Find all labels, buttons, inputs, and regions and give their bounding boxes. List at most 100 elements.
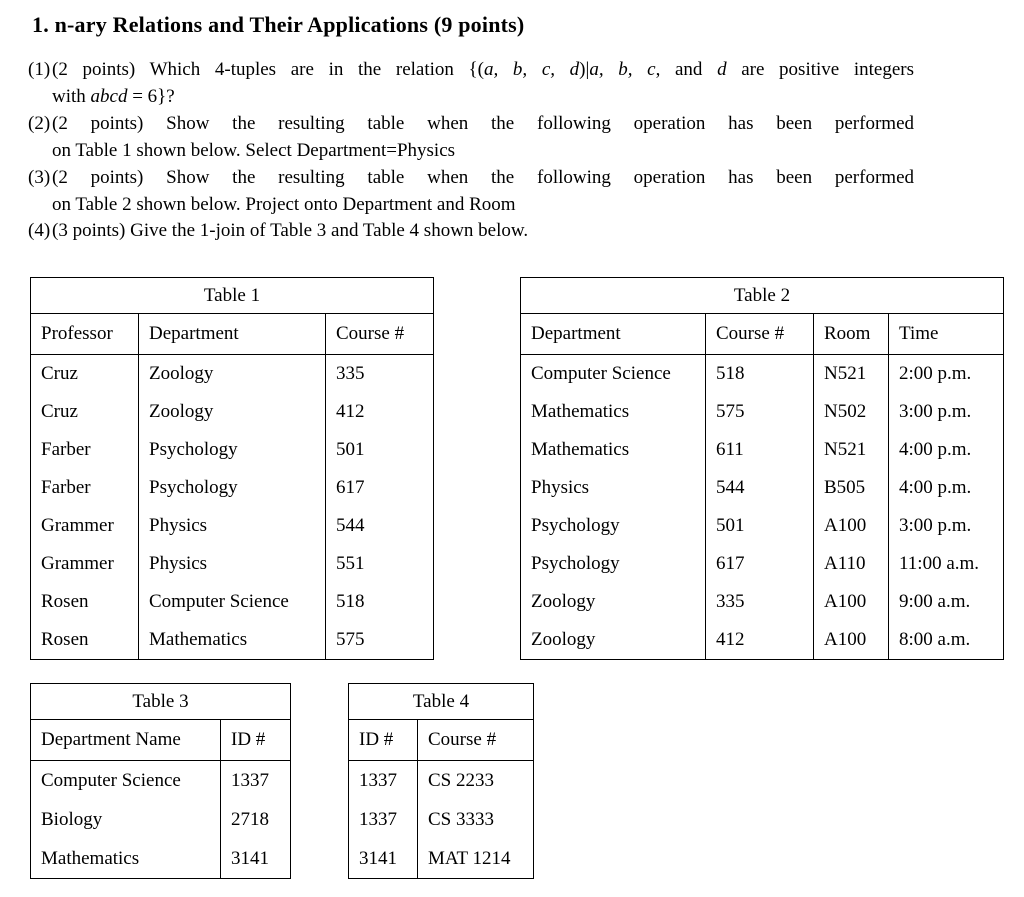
table-cell: A100 <box>813 583 889 621</box>
column-header-cell: ID # <box>348 719 418 761</box>
table-cell: N521 <box>813 354 889 393</box>
table-cell: Cruz <box>41 363 78 384</box>
table-cell: 11:00 a.m. <box>888 545 1004 583</box>
item-content: (2 points) Show the resulting table when… <box>52 111 914 165</box>
item-marker: (2) <box>28 112 51 134</box>
table-cell: Computer Science <box>138 583 326 621</box>
table-cell: 544 <box>705 469 814 507</box>
table-row: Biology 2718 <box>31 800 291 839</box>
item-text-line: on Table 2 shown below. Project onto Dep… <box>52 192 914 219</box>
table-cell: 412 <box>705 621 814 660</box>
table-title-row: Table 2 <box>520 277 1004 314</box>
item-text-line: (3 points) Give the 1-join of Table 3 an… <box>52 218 914 245</box>
table-cell: 501 <box>705 507 814 545</box>
table-row: Rosen Computer Science 518 <box>31 583 434 621</box>
table-cell: 3141 <box>359 847 397 869</box>
item-marker: (1) <box>28 59 51 80</box>
table-title-row: Table 4 <box>348 683 534 720</box>
table-cell: N502 <box>813 393 889 431</box>
table-cell: 412 <box>325 393 434 431</box>
table-row: Mathematics 611 N521 4:00 p.m. <box>521 431 1004 469</box>
table-row: Zoology 335 A100 9:00 a.m. <box>521 583 1004 621</box>
table-title-cell: Table 4 <box>348 683 534 720</box>
table-row: 1337 CS 3333 <box>349 800 534 839</box>
item-content: (2 points) Which 4-tuples are in the rel… <box>52 57 914 111</box>
table-cell: 1337 <box>359 769 397 791</box>
table-cell: 335 <box>705 583 814 621</box>
table-cell: Farber <box>41 477 91 498</box>
table-cell: Physics <box>138 545 326 583</box>
table-cell: 4:00 p.m. <box>888 469 1004 507</box>
table-cell: Psychology <box>531 515 620 536</box>
item-content: (3 points) Give the 1-join of Table 3 an… <box>52 218 914 245</box>
table-cell: Grammer <box>41 515 114 536</box>
math-italic-text: a, b, c, d <box>484 59 580 80</box>
table-cell: 2:00 p.m. <box>888 354 1004 393</box>
table-row: Computer Science 1337 <box>31 760 291 800</box>
table-row: Zoology 412 A100 8:00 a.m. <box>521 621 1004 660</box>
table-row: Physics 544 B505 4:00 p.m. <box>521 469 1004 507</box>
column-header-cell: Department Name <box>30 719 221 761</box>
table-header-row: Professor Department Course # <box>30 313 434 355</box>
table-cell: Zoology <box>138 393 326 431</box>
table-cell: Zoology <box>138 354 326 393</box>
table-cell: 4:00 p.m. <box>888 431 1004 469</box>
column-header-cell: Course # <box>705 313 814 355</box>
table-row: 1337 CS 2233 <box>349 760 534 800</box>
text-segment: )| <box>579 59 590 80</box>
table-cell: B505 <box>813 469 889 507</box>
text-segment: , and <box>655 59 718 80</box>
table-title-row: Table 3 <box>30 683 291 720</box>
table-cell: Biology <box>41 808 103 830</box>
table-row: Psychology 617 A110 11:00 a.m. <box>521 545 1004 583</box>
table-cell: Computer Science <box>531 363 671 384</box>
table-cell: Rosen <box>41 591 89 612</box>
problem-item-3: (3) (2 points) Show the resulting table … <box>28 165 914 219</box>
table-cell: 3141 <box>220 839 291 879</box>
table-cell: Cruz <box>41 401 78 422</box>
item-text-line: (2 points) Show the resulting table when… <box>52 165 914 192</box>
table-title-cell: Table 1 <box>30 277 434 314</box>
text-segment: (2 points) Which 4-tuples are in the rel… <box>52 59 485 80</box>
table-cell: 3:00 p.m. <box>888 507 1004 545</box>
table-cell: Psychology <box>138 469 326 507</box>
table-cell: CS 3333 <box>417 800 534 839</box>
column-header-cell: Room <box>813 313 889 355</box>
table-row: Rosen Mathematics 575 <box>31 621 434 660</box>
table-cell: 2718 <box>220 800 291 839</box>
table-cell: N521 <box>813 431 889 469</box>
column-header-cell: Department <box>138 313 326 355</box>
table-row: Psychology 501 A100 3:00 p.m. <box>521 507 1004 545</box>
text-segment: (3 points) Give the 1-join of Table 3 an… <box>52 220 529 242</box>
table-3: Table 3 Department Name ID # Computer Scien… <box>30 683 291 879</box>
table-row: Grammer Physics 551 <box>31 545 434 583</box>
table-row: Grammer Physics 544 <box>31 507 434 545</box>
text-segment: on Table 2 shown below. Project onto Dep… <box>52 193 516 215</box>
item-content: (2 points) Show the resulting table when… <box>52 165 914 219</box>
text-segment: are positive integers <box>726 59 915 80</box>
table-cell: 1337 <box>220 760 291 800</box>
table-cell: Physics <box>138 507 326 545</box>
math-italic-text: d <box>717 59 727 80</box>
table-row: Farber Psychology 501 <box>31 431 434 469</box>
data-table: Table 4 ID # Course # 1337 CS 2233 1337 CS 333… <box>348 683 534 879</box>
problem-item-1: (1) (2 points) Which 4-tuples are in the… <box>28 57 914 111</box>
column-header-cell: ID # <box>220 719 291 761</box>
text-segment: with <box>52 85 91 107</box>
column-header-cell: Time <box>888 313 1004 355</box>
item-marker: (4) <box>28 220 51 242</box>
data-table: Table 2 Department Course # Room Time Compute… <box>520 277 1004 660</box>
table-cell: 617 <box>325 469 434 507</box>
table-row: Farber Psychology 617 <box>31 469 434 507</box>
table-cell: Mathematics <box>41 847 140 869</box>
item-text-line: with abcd = 6}? <box>52 84 914 111</box>
table-cell: 3:00 p.m. <box>888 393 1004 431</box>
section-title: 1. n-ary Relations and Their Application… <box>32 12 525 37</box>
table-cell: 611 <box>705 431 814 469</box>
table-cell: Psychology <box>138 431 326 469</box>
table-row: 3141 MAT 1214 <box>349 839 534 879</box>
table-row: Cruz Zoology 412 <box>31 393 434 431</box>
table-cell: Mathematics <box>531 439 630 460</box>
column-header-cell: Department <box>520 313 706 355</box>
